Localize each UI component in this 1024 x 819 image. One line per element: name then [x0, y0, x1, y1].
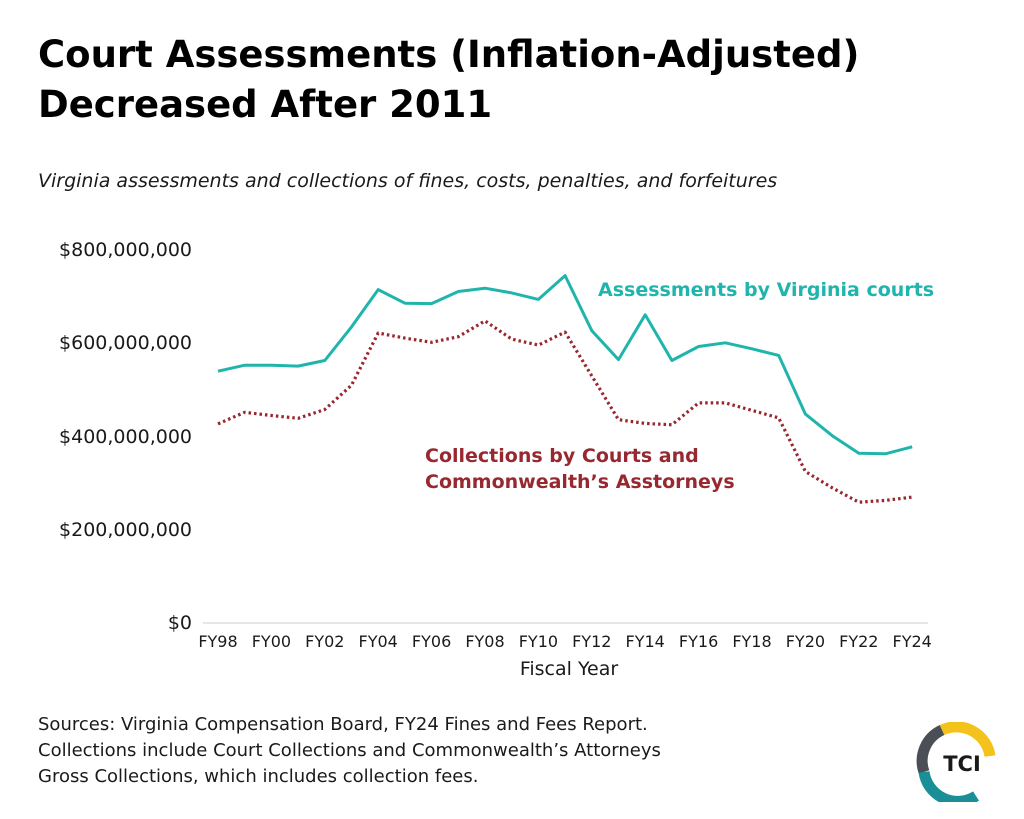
y-tick-label: $400,000,000	[59, 425, 192, 448]
x-tick-label: FY14	[625, 632, 665, 651]
series-line-collections	[217, 319, 913, 504]
sources-note: Sources: Virginia Compensation Board, FY…	[38, 712, 661, 790]
x-tick-label: FY04	[358, 632, 398, 651]
chart-title: Court Assessments (Inflation-Adjusted) D…	[38, 30, 998, 130]
series-label-collections-line-1: Collections by Courts and	[425, 445, 699, 467]
logo-text: TCI	[943, 752, 981, 776]
chart-title-line-1: Court Assessments (Inflation-Adjusted)	[38, 33, 860, 76]
logo-arc-teal	[918, 770, 979, 802]
y-tick-label: $600,000,000	[59, 332, 192, 355]
sources-line-2: Collections include Court Collections an…	[38, 740, 661, 761]
series-label-assessments: Assessments by Virginia courts	[598, 277, 934, 303]
sources-line-3: Gross Collections, which includes collec…	[38, 766, 479, 787]
series-label-collections: Collections by Courts and Commonwealth’s…	[425, 443, 735, 495]
x-tick-label: FY98	[198, 632, 238, 651]
series-layer	[217, 274, 913, 504]
x-tick-label: FY06	[411, 632, 452, 651]
chart-title-line-2: Decreased After 2011	[38, 83, 493, 126]
x-tick-label: FY00	[251, 632, 292, 651]
x-tick-label: FY22	[839, 632, 879, 651]
x-tick-label: FY20	[785, 632, 826, 651]
y-tick-label: $200,000,000	[59, 518, 192, 541]
x-tick-label: FY16	[678, 632, 719, 651]
chart-subtitle: Virginia assessments and collections of …	[38, 170, 778, 192]
logo-arc-yellow	[939, 722, 996, 758]
y-tick-label: $800,000,000	[59, 239, 192, 261]
sources-line-1: Sources: Virginia Compensation Board, FY…	[38, 714, 648, 735]
series-label-collections-line-2: Commonwealth’s Asstorneys	[425, 471, 735, 493]
y-tick-label: $0	[167, 612, 192, 634]
logo-badge	[939, 740, 985, 786]
logo-arc-gray	[916, 725, 945, 774]
x-tick-label: FY18	[732, 632, 772, 651]
x-tick-label: FY24	[892, 632, 932, 651]
x-tick-label: FY08	[465, 632, 505, 651]
series-label-assessments-text: Assessments by Virginia courts	[598, 279, 935, 301]
x-tick-label: FY02	[305, 632, 345, 651]
x-axis-title: Fiscal Year	[519, 658, 619, 680]
x-tick-label: FY12	[572, 632, 612, 651]
series-line-assessments	[217, 274, 913, 456]
x-tick-label: FY10	[518, 632, 559, 651]
tci-logo: TCI	[916, 722, 996, 802]
